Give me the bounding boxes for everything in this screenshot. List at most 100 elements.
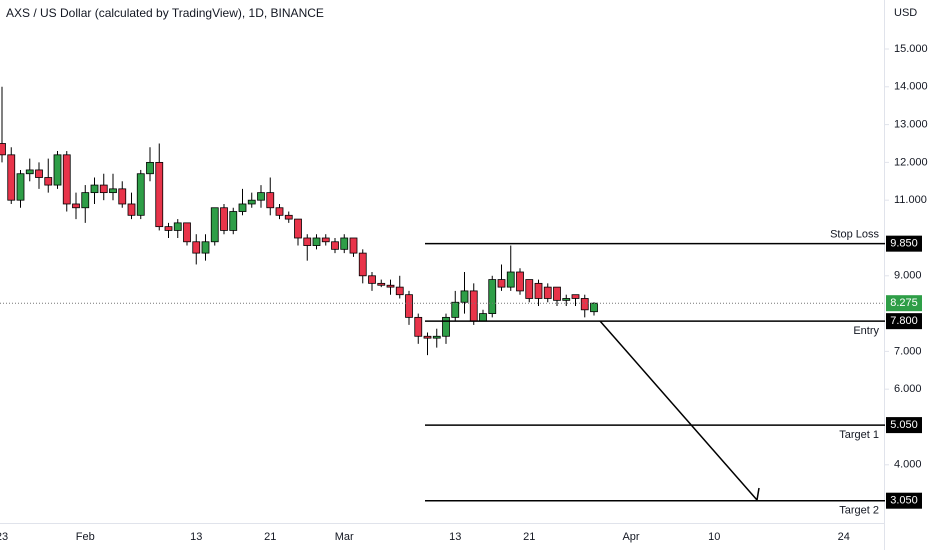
candle-body: [155, 161, 164, 228]
trade-arrow: [599, 320, 758, 501]
candle-body: [284, 214, 293, 220]
candle-body: [0, 143, 6, 156]
candle-body: [460, 290, 469, 303]
x-tick-label: Apr: [622, 531, 639, 543]
y-tick-label: 9.000: [894, 270, 922, 282]
candle-body: [543, 286, 552, 299]
candle-body: [146, 161, 154, 175]
y-tick-label: 7.000: [894, 345, 922, 357]
level-price-label: 7.800: [890, 315, 918, 327]
candle-body: [201, 241, 210, 254]
candle-body: [294, 218, 302, 239]
level-price-label: 5.050: [890, 419, 918, 431]
candle-body: [127, 203, 136, 216]
candle-body: [25, 169, 34, 175]
candle-body: [349, 237, 358, 254]
x-tick-label: 24: [838, 531, 850, 543]
last-price-label: 8.275: [890, 297, 918, 309]
level-price-label: 3.050: [890, 495, 918, 507]
level-name: Target 2: [839, 505, 879, 517]
candle-body: [442, 316, 450, 337]
x-tick-label: 23: [0, 531, 8, 543]
candle-body: [488, 279, 497, 314]
x-tick-label: Mar: [335, 531, 354, 543]
candle-body: [423, 335, 432, 339]
level-name: Entry: [853, 325, 879, 337]
x-tick-label: 21: [264, 531, 276, 543]
candle-body: [571, 294, 580, 299]
level-price-box: [886, 492, 922, 509]
y-tick-label: 12.000: [894, 156, 928, 168]
candle-body: [451, 301, 460, 318]
candle-body: [118, 188, 127, 205]
candle-body: [516, 271, 524, 292]
candle-body: [81, 192, 90, 209]
candle-body: [275, 207, 284, 216]
level-price-box: [886, 313, 922, 330]
candle-body: [469, 290, 478, 322]
level-price-box: [886, 417, 922, 434]
candle-body: [331, 241, 339, 250]
candle-body: [192, 241, 201, 254]
candle-body: [368, 275, 376, 284]
candle-body: [534, 282, 543, 299]
y-tick-label: 6.000: [894, 383, 922, 395]
x-tick-label: 21: [523, 531, 535, 543]
x-tick-label: Feb: [76, 531, 95, 543]
candle-body: [358, 252, 367, 277]
candle-body: [580, 298, 589, 311]
candle-body: [377, 282, 386, 286]
candle-body: [53, 154, 62, 186]
candle-body: [35, 169, 43, 178]
candle-body: [99, 184, 108, 194]
candle-body: [90, 184, 99, 194]
level-price-box: [886, 235, 922, 252]
candle-body: [553, 286, 561, 301]
unit-label: USD: [894, 7, 917, 19]
candle-body: [395, 286, 404, 296]
candle-body: [16, 173, 25, 201]
candle-body: [590, 302, 598, 313]
candle-body: [312, 237, 321, 246]
candle-body: [266, 192, 275, 209]
candle-body: [303, 237, 312, 246]
candle-body: [109, 188, 117, 194]
candle-body: [525, 279, 534, 299]
level-price-label: 9.850: [890, 238, 918, 250]
candle-body: [173, 222, 182, 231]
candle-body: [136, 173, 145, 216]
y-tick-label: 11.000: [894, 194, 927, 206]
candle-body: [432, 335, 441, 339]
last-price-box: [886, 295, 922, 312]
candle-body: [229, 211, 238, 231]
candle-body: [479, 313, 487, 322]
candle-body: [247, 199, 256, 205]
level-name: Target 1: [839, 429, 879, 441]
candle-body: [405, 294, 413, 318]
candle-body: [72, 203, 80, 209]
x-tick-label: 13: [190, 531, 202, 543]
candle-body: [238, 203, 247, 212]
arrow-head: [756, 487, 760, 501]
level-name: Stop Loss: [830, 229, 879, 241]
candle-body: [210, 207, 219, 243]
y-tick-label: 15.000: [894, 43, 928, 55]
candle-body: [506, 271, 515, 288]
candle-body: [44, 177, 53, 186]
candle-body: [7, 154, 16, 201]
candle-body: [183, 222, 191, 243]
candle-body: [386, 284, 395, 288]
y-tick-label: 13.000: [894, 118, 928, 130]
candle-body: [164, 226, 173, 231]
chart-title: AXS / US Dollar (calculated by TradingVi…: [6, 6, 324, 20]
candle-body: [257, 192, 265, 201]
candle-body: [562, 298, 571, 301]
candle-body: [321, 237, 330, 243]
candle-body: [497, 279, 506, 288]
candle-body: [220, 207, 228, 231]
x-tick-label: 13: [449, 531, 461, 543]
candle-body: [414, 316, 423, 337]
x-tick-label: 10: [708, 531, 720, 543]
